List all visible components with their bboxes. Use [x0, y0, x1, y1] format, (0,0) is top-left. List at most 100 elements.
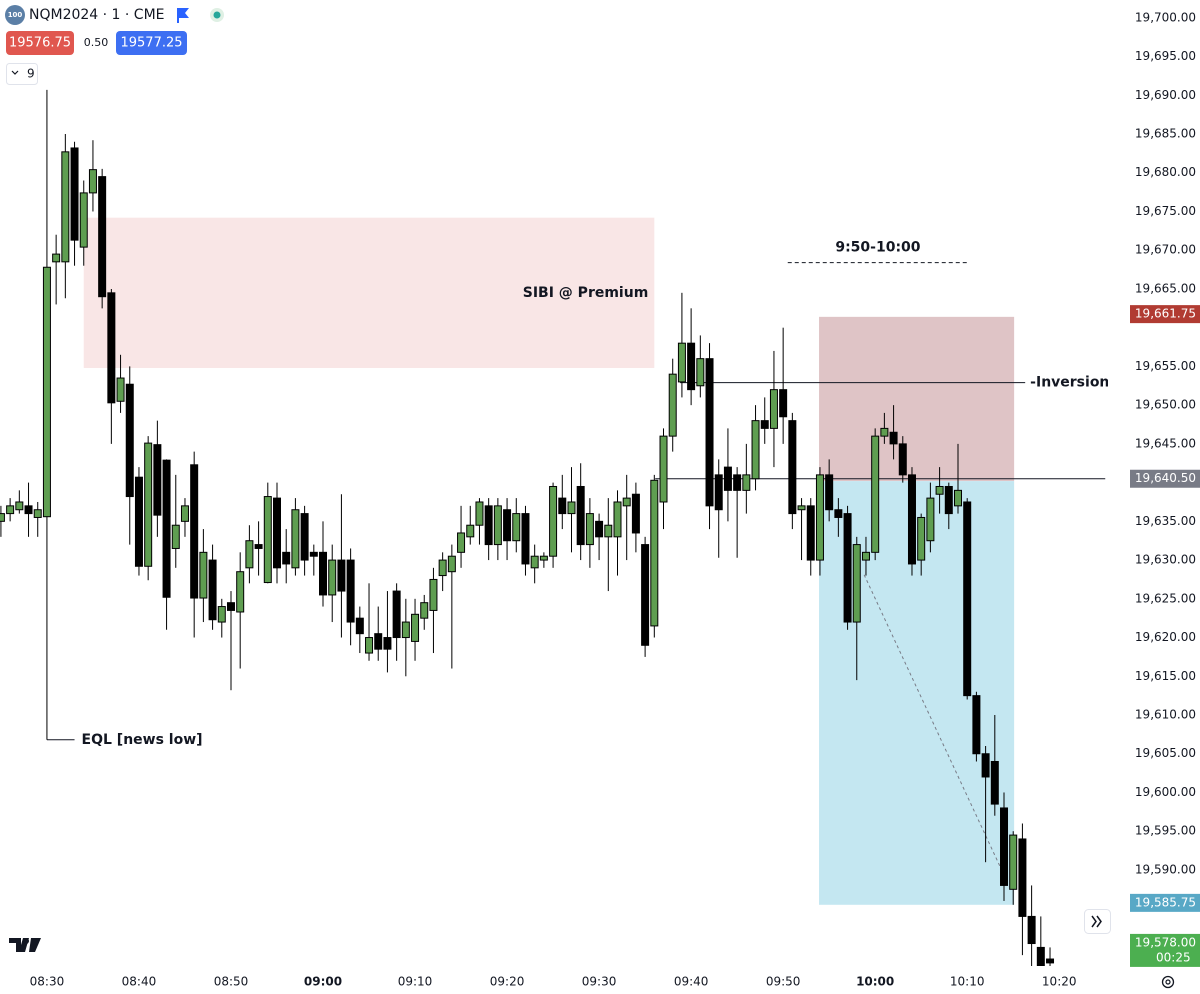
zone — [83, 217, 655, 368]
settings[interactable] — [1161, 975, 1175, 989]
candle-body — [677, 342, 686, 383]
x-tick-label: 09:00 — [304, 975, 342, 989]
indicator-count[interactable]: 9 — [27, 67, 35, 81]
candle-body — [447, 555, 456, 573]
candle-body — [769, 389, 778, 429]
y-tick-label: 19,665.00 — [1135, 281, 1196, 295]
candle-body — [79, 192, 88, 248]
status-dot — [213, 11, 221, 19]
flag-icon[interactable] — [177, 8, 189, 23]
candle-body — [383, 637, 392, 650]
candle-body — [374, 633, 383, 650]
gear-icon[interactable] — [1161, 975, 1175, 989]
candle-body — [346, 559, 355, 623]
y-tick-label: 19,605.00 — [1135, 746, 1196, 760]
scroll-button[interactable] — [1084, 909, 1111, 934]
candle-body — [521, 513, 530, 565]
symbol-icon — [5, 5, 25, 25]
candle-body — [493, 505, 502, 546]
candle-body — [733, 474, 742, 491]
candle-body — [392, 590, 401, 639]
candle-body — [337, 559, 346, 592]
candle-body — [107, 292, 116, 404]
candle-body — [871, 435, 880, 553]
header: 100 NQM2024 · 1 · CME 19576.75 0.50 1957… — [5, 5, 224, 85]
candle-body — [263, 496, 272, 584]
candle-body — [254, 544, 263, 549]
candle-body — [604, 524, 613, 538]
candle-body — [282, 551, 291, 565]
x-tick-label: 09:10 — [398, 975, 433, 989]
x-tick-label: 09:30 — [582, 975, 617, 989]
price-badge-label: 19,585.75 — [1135, 895, 1196, 909]
candle-body — [245, 540, 254, 569]
candle-body — [466, 524, 475, 538]
candle-body — [484, 505, 493, 546]
candle-body — [162, 459, 171, 598]
candle-body — [309, 551, 318, 557]
candle-body — [898, 443, 907, 476]
y-tick-label: 19,625.00 — [1135, 591, 1196, 605]
symbol[interactable]: NQM2024 · 1 · CME — [29, 7, 165, 23]
candle-body — [613, 501, 622, 538]
ask-button[interactable] — [116, 31, 187, 55]
x-tick-label: 10:20 — [1042, 975, 1077, 989]
candle-body — [1036, 946, 1045, 966]
price-badge-label: 19,661.75 — [1135, 307, 1196, 321]
scroll-button-box[interactable] — [1084, 909, 1111, 934]
countdown: 00:25 — [1156, 950, 1191, 964]
indicators-toggle[interactable] — [6, 63, 38, 85]
candle-body — [917, 516, 926, 561]
x-tick-label: 09:40 — [674, 975, 709, 989]
y-tick-label: 19,670.00 — [1135, 243, 1196, 257]
candle-body — [365, 637, 374, 654]
gear-center — [1165, 979, 1171, 985]
candle-body — [88, 169, 97, 194]
y-tick-label: 19,600.00 — [1135, 785, 1196, 799]
eql-label: EQL [news low] — [82, 732, 203, 748]
candle-body — [1046, 958, 1055, 964]
ask-price[interactable]: 19577.25 — [120, 36, 182, 51]
y-tick-label: 19,630.00 — [1135, 553, 1196, 567]
y-tick-label: 19,620.00 — [1135, 630, 1196, 644]
candle-body — [134, 476, 143, 567]
candle-body — [457, 532, 466, 553]
candle-body — [751, 420, 760, 480]
candle-body — [788, 420, 797, 515]
candle-body — [935, 485, 944, 495]
x-tick-label: 08:40 — [122, 975, 157, 989]
tv-logo[interactable] — [9, 938, 41, 952]
price-badge — [1130, 893, 1200, 912]
candle-body — [530, 555, 539, 569]
candle-body — [475, 501, 484, 526]
y-tick-label: 19,615.00 — [1135, 669, 1196, 683]
x-tick-label: 09:50 — [766, 975, 801, 989]
price-badge — [1130, 469, 1200, 488]
candle-body — [926, 497, 935, 542]
candle-body — [944, 485, 953, 515]
candle-body — [52, 253, 61, 263]
candle-body — [319, 551, 328, 596]
candle-body — [15, 501, 24, 511]
candle-body — [631, 493, 640, 534]
candle-body — [300, 513, 309, 561]
candle-body — [714, 474, 723, 511]
candle-body — [291, 509, 300, 569]
candle-body — [576, 485, 585, 546]
bid-price[interactable]: 19576.75 — [9, 36, 71, 51]
candle-body — [696, 358, 705, 387]
bid-button[interactable] — [6, 31, 74, 55]
candle-body — [779, 389, 788, 418]
candle-body — [1027, 915, 1036, 945]
x-tick-label: 10:10 — [950, 975, 985, 989]
candle-body — [401, 621, 410, 639]
candle-body — [907, 474, 916, 565]
chevron — [11, 70, 19, 75]
y-tick-label: 19,675.00 — [1135, 204, 1196, 218]
y-tick-label: 19,655.00 — [1135, 359, 1196, 373]
candle-body — [273, 497, 281, 569]
candle-body — [760, 420, 769, 429]
candle-body — [861, 551, 870, 561]
